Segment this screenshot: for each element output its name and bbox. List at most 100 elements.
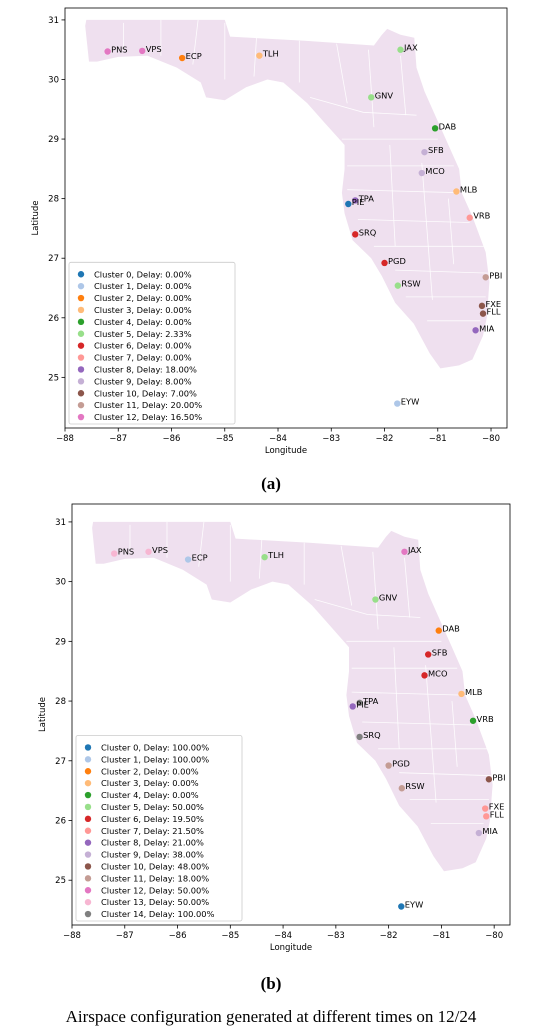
x-tick-label: −86: [169, 931, 187, 941]
airport-label-rsw: RSW: [405, 781, 424, 791]
legend-entry: Cluster 10, Delay: 48.00%: [101, 861, 209, 871]
airport-label-srq: SRQ: [363, 730, 381, 740]
y-tick-label: 25: [55, 876, 66, 886]
airport-point-vrb: [466, 214, 473, 221]
airport-label-sfb: SFB: [428, 145, 444, 155]
legend-marker: [77, 366, 85, 373]
legend-entry: Cluster 13, Delay: 50.00%: [101, 897, 209, 907]
x-tick-label: −82: [380, 931, 398, 941]
plot-frame: [71, 503, 511, 926]
airport-point-pns: [111, 550, 118, 557]
airport-point-eyw: [394, 400, 401, 407]
airport-label-jax: JAX: [407, 545, 422, 555]
florida-land-shape: [85, 19, 490, 369]
legend-marker: [77, 401, 85, 409]
airport-point-pie: [345, 200, 352, 208]
airport-point-sfb: [425, 651, 432, 658]
airport-label-tpa: TPA: [362, 696, 379, 706]
legend-box: [68, 261, 236, 425]
airport-label-jax: JAX: [403, 43, 418, 53]
airport-label-pbi: PBI: [492, 772, 505, 782]
legend-marker: [84, 756, 92, 763]
airport-point-ecp: [178, 54, 186, 62]
airport-point-pns: [104, 48, 111, 55]
x-tick-label: −88: [63, 931, 81, 941]
legend-marker: [77, 318, 85, 326]
airport-label-mia: MIA: [482, 826, 498, 836]
x-tick-label: −85: [221, 931, 239, 941]
airport-label-mco: MCO: [428, 668, 448, 678]
legend-marker: [77, 271, 85, 278]
legend-marker: [77, 354, 85, 361]
legend-marker: [84, 875, 92, 882]
airport-point-pgd: [381, 259, 388, 267]
airport-point-dab: [435, 627, 442, 634]
legend-marker: [77, 306, 85, 314]
airport-point-mlb: [458, 690, 465, 698]
airport-label-eyw: EYW: [405, 899, 424, 909]
legend: Cluster 0, Delay: 100.00% Cluster 1, Dela…: [75, 735, 243, 922]
legend-marker: [77, 342, 85, 349]
legend-entry: Cluster 5, Delay: 2.33%: [94, 329, 192, 339]
airport-point-jax: [397, 46, 404, 53]
airport-point-sfb: [421, 148, 428, 156]
legend-marker: [77, 282, 85, 290]
airport-point-tlh: [256, 52, 263, 59]
legend-marker: [84, 910, 92, 918]
scatter-map-panel-b: −88 −87 −86 −85 −84 −83 −82 −81 −80 25 26 27 28 29 30 3…: [38, 503, 511, 953]
airport-label-gnv: GNV: [375, 90, 394, 100]
airport-label-fxe: FXE: [489, 802, 505, 812]
legend-entry: Cluster 2, Delay: 0.00%: [101, 766, 199, 776]
airport-label-mia: MIA: [479, 323, 495, 333]
airport-point-jax: [401, 548, 408, 555]
legend-entry: Cluster 9, Delay: 8.00%: [94, 376, 192, 386]
airport-label-fxe: FXE: [485, 299, 501, 309]
county-borders: [123, 19, 489, 322]
airport-point-tpa: [356, 699, 363, 707]
airport-label-vrb: VRB: [473, 211, 490, 221]
x-tick-label: −87: [109, 434, 127, 444]
legend-entry: Cluster 4, Delay: 0.00%: [94, 317, 192, 327]
y-tick-label: 29: [48, 135, 59, 145]
airport-label-ecp: ECP: [192, 553, 208, 563]
airport-point-mco: [418, 169, 425, 177]
airport-point-srq: [356, 733, 363, 741]
airport-label-tpa: TPA: [358, 193, 375, 203]
airport-label-fll: FLL: [490, 809, 504, 819]
airport-point-rsw: [394, 282, 402, 289]
x-axis-label: Longitude: [270, 943, 312, 953]
legend-entry: Cluster 14, Delay: 100.00%: [101, 909, 215, 919]
x-tick-label: −80: [482, 434, 500, 444]
y-tick-label: 26: [48, 314, 59, 324]
airport-label-dab: DAB: [442, 624, 460, 634]
airport-point-fll: [479, 310, 487, 317]
legend-entry: Cluster 6, Delay: 19.50%: [101, 814, 204, 824]
legend-entry: Cluster 8, Delay: 18.00%: [94, 364, 197, 374]
legend-entry: Cluster 11, Delay: 18.00%: [101, 873, 209, 883]
legend-entry: Cluster 1, Delay: 100.00%: [101, 754, 209, 764]
panel-label-b: (b): [260, 974, 282, 993]
x-tick-label: −80: [485, 931, 503, 941]
y-tick-label: 31: [48, 16, 59, 26]
scatter-map-panel-a: −88 −87 −86 −85 −84 −83 −82 −81 −80 25 26 27 28 29 30 3…: [31, 7, 508, 456]
airport-point-tpa: [352, 197, 359, 204]
legend-entry: Cluster 9, Delay: 38.00%: [101, 850, 204, 860]
legend-entry: Cluster 5, Delay: 50.00%: [101, 802, 204, 812]
x-tick-label: −84: [274, 931, 292, 941]
legend-entry: Cluster 0, Delay: 100.00%: [101, 742, 209, 752]
legend-marker: [84, 803, 92, 811]
airport-label-pbi: PBI: [489, 270, 502, 280]
airport-label-tlh: TLH: [262, 49, 279, 59]
x-tick-label: −81: [429, 434, 447, 444]
airport-point-mia: [475, 829, 483, 837]
y-tick-label: 28: [55, 697, 66, 707]
legend-marker: [84, 827, 92, 834]
county-borders: [129, 521, 492, 824]
airport-point-gnv: [372, 596, 379, 603]
y-tick-label: 30: [55, 578, 66, 588]
legend-entry: Cluster 6, Delay: 0.00%: [94, 341, 192, 351]
figure-caption: Airspace configuration generated at diff…: [65, 1007, 477, 1026]
airport-point-fxe: [478, 302, 486, 310]
airport-point-gnv: [368, 94, 375, 101]
y-tick-label: 25: [48, 373, 59, 383]
